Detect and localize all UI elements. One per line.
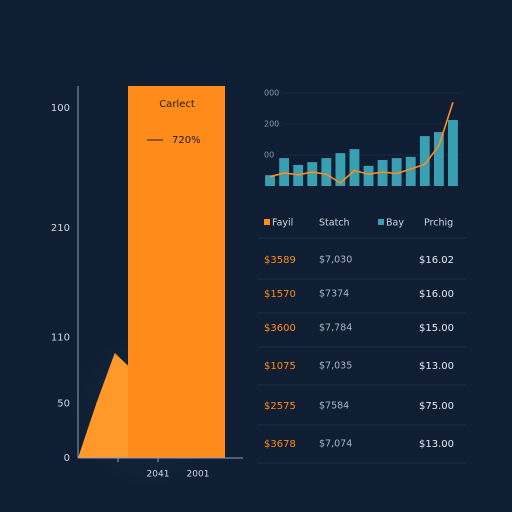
table-cell: $7374 bbox=[319, 289, 349, 300]
y-tick-label: 210 bbox=[51, 223, 70, 234]
line bbox=[269, 102, 454, 184]
table-cell: $13.00 bbox=[419, 439, 454, 450]
table-cell: $7584 bbox=[319, 401, 349, 412]
table-cell: $1570 bbox=[264, 289, 296, 300]
y-tick-label: 000 bbox=[264, 89, 279, 98]
table-cell: $16.00 bbox=[419, 289, 454, 300]
legend-swatch bbox=[378, 219, 384, 225]
bar bbox=[335, 153, 346, 186]
bar bbox=[349, 149, 360, 186]
table-cell: $7,784 bbox=[319, 323, 352, 334]
bar bbox=[448, 119, 458, 186]
bar bbox=[419, 136, 430, 186]
table-cell: $1075 bbox=[264, 361, 296, 372]
bar bbox=[128, 86, 225, 458]
table-cell: $15.00 bbox=[419, 323, 454, 334]
left-chart: 0 50 110 210 100 Carlect 720% 2041 2001 bbox=[51, 86, 243, 480]
y-tick-label: 0 bbox=[64, 453, 70, 464]
bar bbox=[321, 158, 332, 186]
bar bbox=[279, 158, 290, 186]
area bbox=[78, 352, 225, 458]
bar bbox=[363, 165, 374, 186]
x-tick-label: 2001 bbox=[187, 470, 210, 480]
bar bbox=[405, 156, 416, 186]
bar bbox=[391, 158, 402, 186]
table-cell: $16.02 bbox=[419, 255, 454, 266]
table-cell: $7,074 bbox=[319, 439, 352, 450]
y-tick-label: 200 bbox=[264, 120, 279, 129]
table-header: Fayil bbox=[272, 218, 293, 229]
table-cell: $3678 bbox=[264, 439, 296, 450]
table-header: Statch bbox=[319, 218, 350, 229]
table-cell: $3589 bbox=[264, 255, 296, 266]
bar bbox=[377, 159, 388, 186]
annotation: 720% bbox=[172, 135, 201, 146]
table-cell: $2575 bbox=[264, 401, 296, 412]
y-tick-label: 100 bbox=[51, 103, 70, 114]
table-header: Prchig bbox=[424, 218, 453, 229]
annotation: Carlect bbox=[159, 99, 195, 110]
table-cell: $3600 bbox=[264, 323, 296, 334]
table-cell: $75.00 bbox=[419, 401, 454, 412]
table-header: Bay bbox=[386, 218, 404, 229]
y-tick-label: 110 bbox=[51, 333, 70, 344]
table-cell: $7,030 bbox=[319, 255, 352, 266]
table: Fayil Statch Bay Prchig $3589 $7,030 $16.02 $15… bbox=[258, 218, 466, 464]
table-cell: $7,035 bbox=[319, 361, 352, 372]
x-tick-label: 2041 bbox=[147, 470, 170, 480]
bar bbox=[307, 162, 318, 186]
right-chart: 00 200 000 bbox=[264, 89, 460, 186]
y-tick-label: 50 bbox=[57, 398, 70, 409]
table-cell: $13.00 bbox=[419, 361, 454, 372]
legend-swatch bbox=[264, 219, 270, 225]
bar bbox=[433, 132, 444, 186]
bar bbox=[265, 175, 275, 186]
y-tick-label: 00 bbox=[264, 151, 274, 160]
